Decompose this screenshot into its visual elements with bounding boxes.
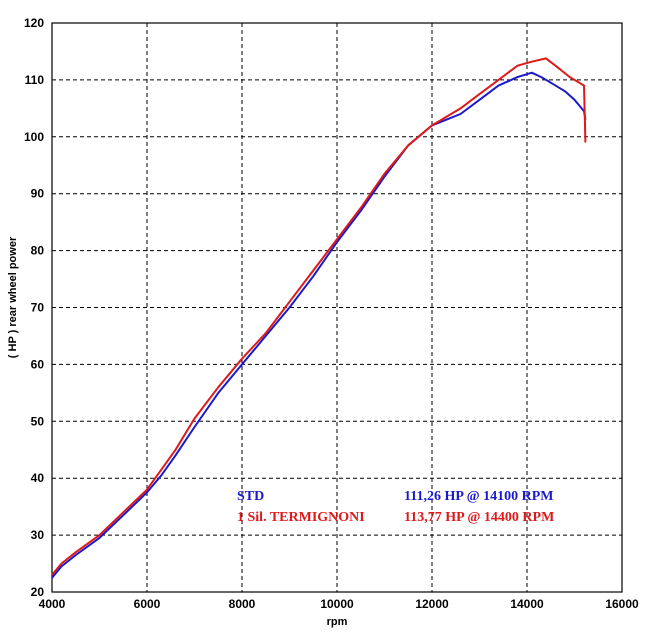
y-tick-label: 20 — [31, 585, 45, 599]
x-tick-label: 4000 — [39, 597, 66, 611]
x-tick-labels: 4000 6000 8000 10000 12000 14000 16000 — [39, 597, 639, 611]
legend-termignoni-peak: 113,77 HP @ 14400 RPM — [404, 510, 554, 525]
legend-std-peak: 111,26 HP @ 14100 RPM — [404, 489, 554, 504]
x-tick-label: 8000 — [229, 597, 256, 611]
legend-std-name: STD — [237, 489, 264, 504]
y-tick-label: 100 — [24, 130, 44, 144]
x-tick-label: 14000 — [510, 597, 544, 611]
x-tick-label: 10000 — [320, 597, 354, 611]
series-lines — [51, 57, 587, 579]
x-axis-label: rpm — [327, 616, 348, 628]
y-tick-label: 110 — [25, 73, 45, 87]
y-tick-label: 30 — [31, 528, 45, 542]
legend: STD 111,26 HP @ 14100 RPM 1 Sil. TERMIGN… — [237, 489, 554, 525]
grid-lines — [52, 23, 622, 592]
y-tick-label: 120 — [24, 16, 44, 30]
y-tick-label: 50 — [31, 414, 45, 428]
plot-frame — [51, 22, 623, 593]
x-tick-label: 16000 — [605, 597, 639, 611]
y-axis-label: ( HP ) rear wheel power — [7, 236, 19, 358]
x-tick-label: 6000 — [134, 597, 161, 611]
y-tick-label: 90 — [31, 187, 45, 201]
y-tick-label: 60 — [31, 357, 45, 371]
x-tick-label: 12000 — [415, 597, 449, 611]
y-tick-label: 70 — [31, 301, 45, 315]
y-tick-label: 80 — [31, 244, 45, 258]
legend-termignoni-name: 1 Sil. TERMIGNONI — [237, 510, 365, 525]
y-tick-label: 40 — [31, 471, 45, 485]
series-line-std — [51, 71, 587, 579]
series-line-termignoni — [51, 57, 587, 576]
y-tick-labels: 20 30 40 50 60 70 80 90 100 110 120 — [24, 16, 44, 599]
